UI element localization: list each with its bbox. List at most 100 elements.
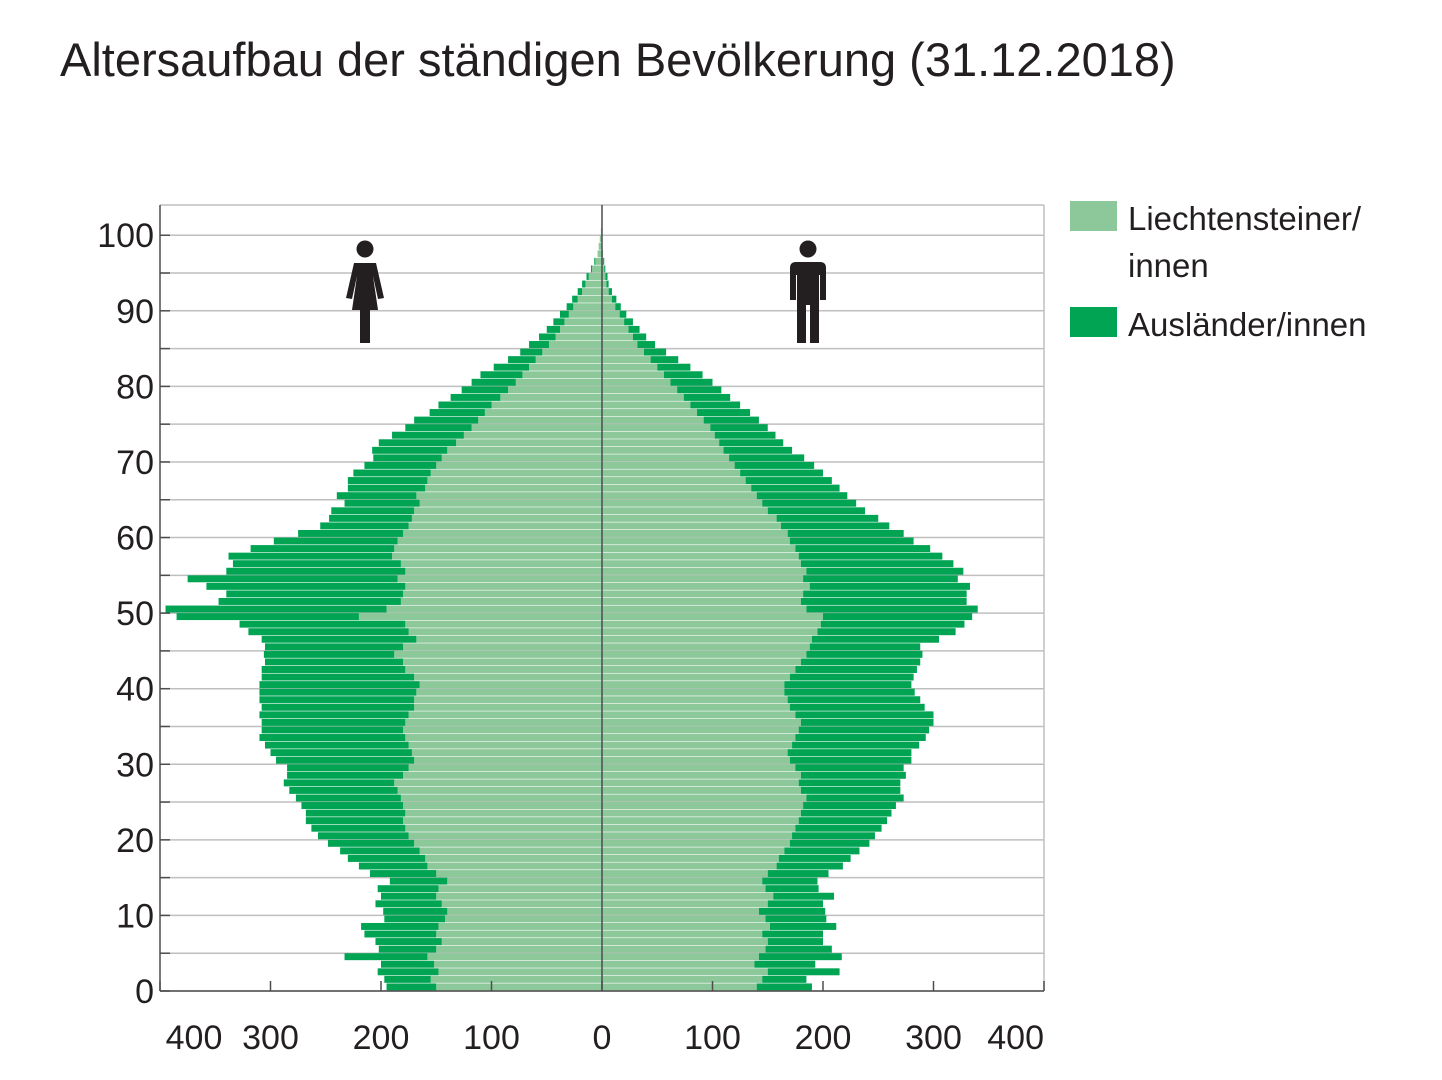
bar-male-auslaender [767, 870, 829, 878]
bar-male-auslaender [787, 696, 921, 704]
bar-female-auslaender [295, 794, 401, 802]
bar-male-auslaender [789, 673, 914, 681]
bar-male-auslaender [781, 522, 890, 530]
bar-female-liechtensteiner [403, 802, 602, 810]
bar-male-auslaender [769, 922, 837, 930]
bar-male-auslaender [628, 325, 640, 333]
bar-male-liechtensteiner [602, 741, 793, 749]
bar-male-liechtensteiner [602, 892, 774, 900]
bar-female-liechtensteiner [414, 696, 602, 704]
x-tick-label: 200 [353, 1019, 410, 1057]
bar-female-liechtensteiner [548, 341, 602, 348]
bar-female-auslaender [305, 817, 404, 825]
x-tick-label: 0 [593, 1019, 612, 1057]
bar-female-auslaender [259, 688, 417, 696]
bar-female-auslaender [372, 446, 448, 454]
bar-female-liechtensteiner [436, 870, 602, 878]
bar-male-liechtensteiner [602, 900, 768, 908]
bar-male-auslaender [677, 386, 722, 394]
bar-male-liechtensteiner [602, 552, 799, 560]
bar-female-auslaender [250, 545, 395, 553]
bar-male-liechtensteiner [602, 960, 755, 968]
bar-male-liechtensteiner [602, 477, 746, 485]
bar-male-auslaender [765, 915, 827, 923]
bar-female-liechtensteiner [560, 325, 602, 333]
bar-male-liechtensteiner [602, 416, 704, 424]
bar-female-liechtensteiner [445, 915, 602, 923]
bar-female-liechtensteiner [394, 545, 602, 553]
bar-male-auslaender [734, 461, 815, 469]
bar-male-auslaender [756, 492, 848, 500]
bar-female-auslaender [590, 265, 593, 273]
bar-female-liechtensteiner [577, 295, 602, 303]
bar-female-auslaender [261, 703, 415, 711]
bar-female-auslaender [344, 953, 428, 961]
bar-male-auslaender [611, 295, 617, 303]
bar-female-auslaender [381, 960, 435, 968]
bar-male-liechtensteiner [602, 575, 804, 583]
y-tick-label: 70 [116, 444, 154, 482]
bar-male-auslaender [657, 363, 691, 371]
bar-female-auslaender [232, 560, 401, 568]
bar-male-liechtensteiner [602, 885, 766, 893]
bar-female-liechtensteiner [522, 371, 602, 379]
bar-male-auslaender [798, 726, 930, 734]
bar-male-liechtensteiner [602, 718, 801, 726]
bar-male-auslaender [740, 469, 823, 477]
y-tick-label: 90 [116, 293, 154, 331]
bar-male-liechtensteiner [602, 628, 818, 636]
bar-male-liechtensteiner [602, 666, 796, 673]
bar-female-liechtensteiner [425, 484, 602, 492]
bar-female-liechtensteiner [484, 409, 602, 417]
bar-female-liechtensteiner [405, 582, 602, 590]
bar-male-liechtensteiner [602, 484, 752, 492]
bar-male-liechtensteiner [602, 756, 790, 764]
bar-male-liechtensteiner [602, 461, 735, 469]
bar-male-auslaender [751, 484, 840, 492]
bar-female-liechtensteiner [400, 794, 602, 802]
bar-male-liechtensteiner [602, 817, 799, 825]
bar-female-auslaender [389, 877, 448, 885]
bar-female-auslaender [438, 401, 492, 409]
x-tick-label: 200 [795, 1019, 852, 1057]
bar-male-liechtensteiner [602, 318, 625, 326]
bar-male-auslaender [800, 658, 921, 666]
bar-male-auslaender [795, 666, 917, 673]
bar-female-liechtensteiner [427, 862, 602, 870]
bar-female-auslaender [264, 643, 404, 651]
bar-female-auslaender [572, 295, 578, 303]
bar-female-auslaender [347, 854, 426, 862]
bar-male-liechtensteiner [602, 930, 763, 938]
bar-female-auslaender [336, 492, 417, 500]
bar-female-auslaender [377, 885, 439, 893]
bar-male-auslaender [608, 288, 612, 296]
bar-male-liechtensteiner [602, 439, 720, 447]
bar-female-auslaender [311, 824, 406, 832]
bar-female-liechtensteiner [456, 439, 602, 447]
bar-female-liechtensteiner [408, 628, 602, 636]
bar-male-liechtensteiner [602, 975, 763, 983]
bar-female-liechtensteiner [416, 635, 602, 643]
bar-male-auslaender [820, 620, 965, 628]
bar-female-auslaender [344, 499, 420, 507]
bar-female-auslaender [384, 975, 431, 983]
bar-female-liechtensteiner [436, 945, 602, 953]
bar-female-auslaender [318, 832, 409, 840]
x-tick-label: 100 [463, 1019, 520, 1057]
bar-female-auslaender [471, 378, 516, 386]
bar-male-liechtensteiner [602, 802, 804, 810]
bar-male-auslaender [823, 613, 973, 621]
bar-female-auslaender [259, 734, 406, 741]
bar-male-auslaender [703, 416, 759, 424]
legend: Liechtensteiner/ innen Ausländer/innen [1070, 195, 1430, 348]
x-tick-label: 300 [242, 1019, 299, 1057]
bar-female-liechtensteiner [441, 938, 602, 946]
bar-male-liechtensteiner [602, 356, 651, 364]
bar-male-auslaender [745, 477, 832, 485]
bar-male-liechtensteiner [602, 288, 609, 296]
bar-female-auslaender [261, 726, 404, 734]
bar-male-auslaender [754, 960, 816, 968]
y-tick-label: 20 [116, 822, 154, 860]
y-tick-label: 30 [116, 746, 154, 784]
bar-male-auslaender [792, 741, 920, 749]
